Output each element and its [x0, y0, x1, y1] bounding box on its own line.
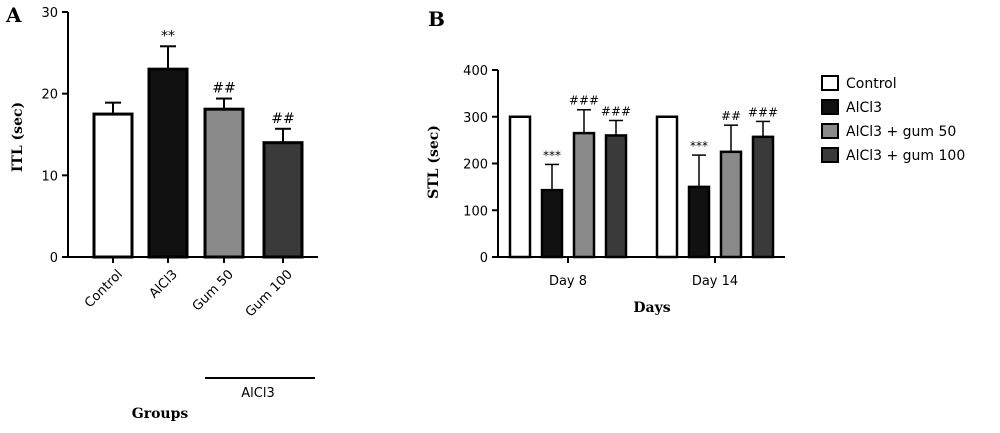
panel-b-y-tick-label: 300: [463, 111, 488, 126]
panel-a-bar-2: [147, 67, 189, 259]
panel-b-significance-mark: ***: [543, 148, 561, 162]
panel-a-y-tick-label: 20: [41, 88, 58, 103]
panel-a-letter: A: [5, 3, 22, 27]
panel-a-x-tick-label: AlCl3: [147, 267, 181, 301]
panel-a-bar-1: [92, 112, 134, 259]
panel-b-bar: [508, 115, 532, 259]
panel-b-legend: Control AlCl3 AlCl3 + gum 50 AlCl3 + gum 10…: [821, 75, 965, 164]
panel-b-x-tick-label: Day 8: [549, 274, 587, 289]
panel-b-significance-mark: ##: [721, 109, 741, 123]
panel-b-bar: [572, 131, 596, 259]
panel-a-bar-3: [203, 107, 245, 259]
panel-a-significance-mark: ##: [271, 111, 294, 127]
panel-b-y-axis-title: STL (sec): [426, 125, 442, 199]
panel-a-x-axis-title: Groups: [132, 406, 189, 422]
panel-b-significance-mark: ###: [748, 105, 778, 119]
panel-b-significance-mark: ***: [690, 139, 708, 153]
panel-b-bar: [719, 150, 743, 259]
panel-a-x-tick-label: Gum 100: [243, 267, 296, 320]
legend-swatch: [821, 123, 839, 139]
panel-b-bar: [655, 115, 679, 259]
panel-b-significance-mark: ###: [601, 104, 631, 118]
panel-a-chart: 0 10 20 30 Control ** AlCl3 ## Gum 50 ## Gum 100: [41, 6, 318, 320]
panel-a-x-tick-label: Control: [82, 267, 126, 311]
panel-b-bar: [540, 188, 564, 259]
panel-b-bar: [751, 135, 775, 259]
legend-swatch: [821, 147, 839, 163]
panel-b-y-tick-label: 200: [463, 158, 488, 173]
panel-a-significance-mark: **: [161, 28, 175, 44]
panel-a-y-axis-title: ITL (sec): [10, 102, 26, 172]
panel-b-bar: [687, 185, 711, 259]
legend-swatch: [821, 99, 839, 115]
panel-b-letter: B: [428, 7, 445, 31]
panel-b-bar: [604, 134, 628, 259]
panel-a-y-tick-label: 30: [41, 6, 58, 21]
panel-b-y-tick-label: 100: [463, 204, 488, 219]
legend-label: AlCl3: [846, 100, 882, 116]
panel-b-x-axis-title: Days: [633, 300, 670, 316]
legend-label: AlCl3 + gum 100: [846, 148, 965, 164]
panel-a-y-tick-label: 0: [50, 251, 58, 266]
panel-b-x-tick-label: Day 14: [692, 274, 738, 289]
panel-a-y-tick-label: 10: [41, 169, 58, 184]
panel-a-group-bracket-label: AlCl3: [241, 386, 274, 401]
legend-swatch: [821, 75, 839, 91]
panel-a-significance-mark: ##: [212, 81, 235, 97]
legend-label: Control: [846, 76, 897, 92]
legend-label: AlCl3 + gum 50: [846, 124, 956, 140]
panel-b-y-tick-label: 400: [463, 64, 488, 79]
panel-b-significance-mark: ###: [569, 94, 599, 108]
panel-a-x-tick-label: Gum 50: [190, 267, 237, 314]
panel-a-bar-4: [262, 141, 304, 259]
panel-b-y-tick-label: 0: [480, 251, 488, 266]
